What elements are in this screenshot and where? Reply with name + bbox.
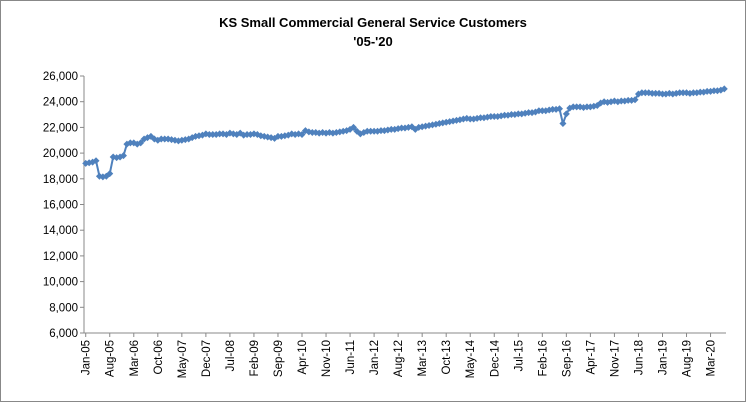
point-marker [119, 152, 127, 160]
y-tick-label: 24,000 [43, 97, 78, 109]
point-marker [350, 123, 358, 131]
y-tick-label: 12,000 [43, 251, 78, 263]
x-tick-label: Nov-17 [609, 340, 621, 377]
x-tick-label: Mar-13 [417, 340, 429, 376]
x-tick-label: May-07 [177, 340, 189, 378]
x-tick-label: Apr-10 [297, 340, 309, 375]
x-tick-label: Sep-16 [561, 340, 573, 377]
y-tick-label: 10,000 [43, 277, 78, 289]
x-tick-label: Aug-12 [393, 340, 405, 377]
y-tick-label: 18,000 [43, 174, 78, 186]
y-tick-label: 22,000 [43, 122, 78, 134]
x-tick-label: Dec-14 [489, 339, 501, 377]
x-tick-label: Mar-06 [129, 340, 141, 376]
x-tick-label: Jun-18 [633, 340, 645, 375]
point-marker [555, 105, 563, 113]
x-tick-label: Apr-17 [585, 340, 597, 375]
y-tick-label: 8,000 [49, 302, 78, 314]
x-tick-label: Jul-08 [225, 340, 237, 371]
point-marker [408, 123, 416, 131]
y-tick-label: 6,000 [49, 328, 78, 340]
x-tick-label: Oct-06 [153, 340, 165, 375]
y-tick-label: 26,000 [43, 71, 78, 83]
x-tick-label: Dec-07 [201, 340, 213, 377]
point-marker [720, 85, 728, 93]
x-tick-label: Aug-05 [105, 340, 117, 377]
x-tick-label: Nov-10 [321, 340, 333, 377]
point-marker [106, 170, 114, 178]
x-tick-label: Feb-16 [537, 340, 549, 376]
x-tick-label: Jan-05 [81, 340, 93, 375]
x-tick-label: Oct-13 [441, 340, 453, 375]
point-marker [137, 139, 145, 147]
y-tick-label: 20,000 [43, 148, 78, 160]
point-marker [562, 110, 570, 118]
point-marker [298, 130, 306, 138]
x-tick-label: Jun-11 [345, 340, 357, 374]
point-marker [123, 140, 131, 148]
x-tick-label: Jan-12 [369, 340, 381, 375]
x-tick-label: Jan-19 [657, 340, 669, 375]
x-tick-label: Sep-09 [273, 340, 285, 377]
x-tick-label: May-14 [465, 339, 477, 378]
chart-subtitle: '05-'20 [353, 34, 392, 49]
x-tick-label: Feb-09 [249, 340, 261, 376]
y-tick-label: 14,000 [43, 225, 78, 237]
point-marker [559, 120, 567, 128]
y-tick-label: 16,000 [43, 200, 78, 212]
x-tick-label: Jul-15 [513, 340, 525, 371]
x-tick-label: Aug-19 [682, 340, 694, 377]
chart-title: KS Small Commercial General Service Cust… [219, 15, 527, 30]
point-marker [631, 96, 639, 104]
point-marker [92, 157, 100, 165]
x-tick-label: Mar-20 [706, 340, 718, 376]
